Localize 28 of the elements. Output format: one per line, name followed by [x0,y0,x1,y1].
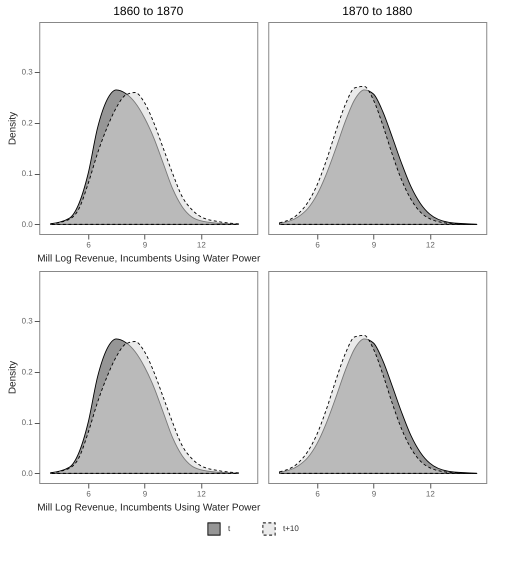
y-tick-label: 0.1 [22,169,34,178]
x-tick-label: 12 [196,490,206,498]
y-tick-label: 0.3 [22,68,34,77]
x-tick-label: 12 [426,240,436,250]
x-tick-label: 6 [86,240,92,250]
x-tick-label: 6 [86,490,92,498]
y-axis-title: Density [8,360,19,394]
chart-title: 1860 to 1870 [113,4,184,18]
y-tick-label: 0.0 [22,468,34,478]
x-tick-label: 9 [142,240,148,250]
x-axis-title: Mill Log Revenue, Incumbents Using Water Power [37,254,261,264]
chart-title: 1870 to 1880 [342,4,413,18]
y-tick-label: 0.3 [22,316,34,326]
x-axis-title: Mill Log Revenue, Incumbents Using Water Power [37,502,261,514]
x-tick-label: 9 [372,490,377,498]
x-tick-label: 12 [426,490,436,498]
x-tick-label: 9 [372,240,377,250]
y-tick-label: 0.2 [22,367,34,376]
y-axis-title: Density [8,112,19,146]
y-tick-label: 0.0 [22,220,34,229]
y-tick-label: 0.2 [22,118,34,128]
x-tick-label: 6 [315,490,320,498]
y-tick-label: 0.1 [22,418,34,428]
x-tick-label: 6 [315,240,320,250]
legend-label: t [228,524,231,533]
x-tick-label: 12 [196,240,206,250]
x-tick-label: 9 [142,490,148,498]
legend-label: t+10 [283,524,300,533]
